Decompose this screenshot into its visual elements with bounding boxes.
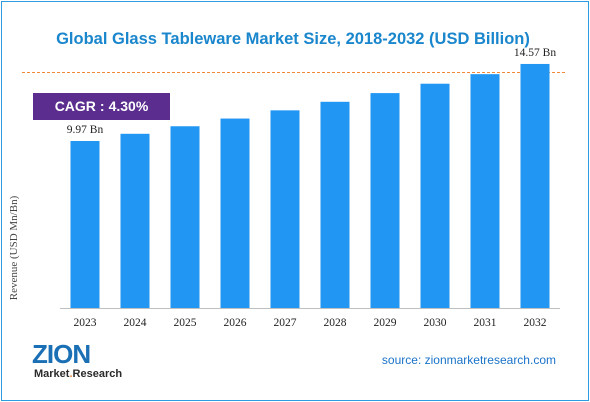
cagr-separator: : <box>99 98 105 114</box>
x-tick-label: 2028 <box>324 317 347 329</box>
x-tick-label: 2024 <box>124 317 147 329</box>
cagr-value: 4.30% <box>108 98 149 114</box>
logo-dot: . <box>69 368 73 380</box>
x-tick-label: 2026 <box>224 317 247 329</box>
logo-wordmark: ZION <box>32 339 91 369</box>
source-note: source: zionmarketresearch.com <box>381 353 556 367</box>
bar-2032 <box>520 63 550 308</box>
x-tick-label: 2029 <box>374 317 397 329</box>
title-divider <box>22 72 565 73</box>
bar-2028 <box>320 101 350 309</box>
x-tick-label: 2030 <box>424 317 447 329</box>
cagr-label: CAGR <box>54 98 96 114</box>
chart-title: Global Glass Tableware Market Size, 2018… <box>56 30 530 48</box>
bar-2031 <box>470 74 500 308</box>
bar-2029 <box>370 93 400 308</box>
data-label: 14.57 Bn <box>514 47 556 59</box>
data-label: 9.97 Bn <box>67 124 104 136</box>
x-tick-label: 2031 <box>474 317 497 329</box>
zion-logo: ZION Market.Research <box>32 340 142 386</box>
bar-2030 <box>420 83 450 308</box>
x-tick-label: 2032 <box>524 317 547 329</box>
x-tick-label: 2025 <box>174 317 197 329</box>
cagr-badge: CAGR:4.30% <box>33 93 170 120</box>
bar-2025 <box>170 126 200 308</box>
logo-subtitle: Market.Research <box>34 368 122 380</box>
bar-2023 <box>70 141 100 308</box>
bar-2027 <box>270 110 300 308</box>
logo-sub-market: Market <box>34 368 70 380</box>
x-tick-label: 2027 <box>274 317 297 329</box>
bar-2024 <box>120 133 150 308</box>
x-tick-label: 2023 <box>74 317 97 329</box>
bar-2026 <box>220 118 250 309</box>
logo-sub-research: Research <box>72 368 123 380</box>
